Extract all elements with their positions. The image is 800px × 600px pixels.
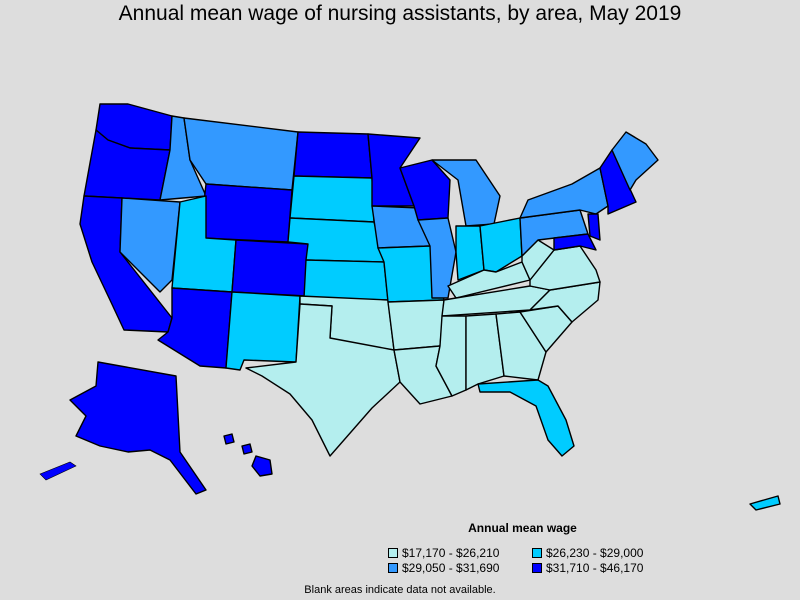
map-region-new-york[interactable]: [519, 167, 609, 219]
map-region-hawaii-big-island[interactable]: [251, 455, 273, 477]
map-region-illinois[interactable]: [417, 217, 457, 299]
map-region-arizona[interactable]: [157, 287, 233, 369]
map-region-maryland-delaware[interactable]: [553, 233, 597, 251]
map-region-hawaii-oahu[interactable]: [223, 433, 235, 445]
legend-item-lowest: $17,170 - $26,210: [388, 546, 499, 560]
map-region-north-dakota[interactable]: [293, 131, 373, 179]
map-region-montana[interactable]: [183, 117, 299, 191]
map-region-hawaii-maui[interactable]: [241, 443, 253, 455]
map-region-kansas[interactable]: [303, 259, 389, 301]
footnote: Blank areas indicate data not available.: [304, 584, 496, 596]
legend-title: Annual mean wage: [468, 521, 577, 535]
legend-label: $31,710 - $46,170: [546, 561, 644, 575]
legend-swatch: [388, 548, 398, 558]
map-region-nevada[interactable]: [119, 197, 181, 293]
map-region-puerto-rico[interactable]: [749, 495, 781, 511]
map-region-new-england[interactable]: [599, 149, 637, 215]
map-region-south-dakota[interactable]: [289, 175, 375, 223]
map-title: Annual mean wage of nursing assistants, …: [118, 2, 682, 25]
map-region-wyoming[interactable]: [199, 183, 293, 243]
legend-item-low: $26,230 - $29,000: [532, 546, 643, 560]
map-region-georgia[interactable]: [495, 311, 547, 381]
legend-swatch: [532, 548, 542, 558]
map-region-texas[interactable]: [245, 303, 401, 457]
map-region-new-jersey[interactable]: [587, 213, 601, 241]
legend-swatch: [532, 563, 542, 573]
map-region-colorado[interactable]: [231, 239, 309, 297]
legend-label: $26,230 - $29,000: [546, 546, 644, 560]
map-region-florida[interactable]: [477, 379, 575, 457]
map-region-indiana[interactable]: [455, 225, 485, 281]
map-region-alabama[interactable]: [465, 313, 505, 391]
map-region-aleutians[interactable]: [39, 461, 77, 481]
map-region-new-mexico[interactable]: [225, 291, 301, 371]
legend-label: $17,170 - $26,210: [402, 546, 500, 560]
legend-item-high: $29,050 - $31,690: [388, 561, 499, 575]
map-region-maine[interactable]: [611, 131, 659, 191]
legend-swatch: [388, 563, 398, 573]
map-region-alaska[interactable]: [69, 361, 207, 495]
legend-item-highest: $31,710 - $46,170: [532, 561, 643, 575]
map-region-ohio[interactable]: [479, 217, 523, 273]
legend-label: $29,050 - $31,690: [402, 561, 500, 575]
map-region-arkansas[interactable]: [387, 299, 445, 351]
